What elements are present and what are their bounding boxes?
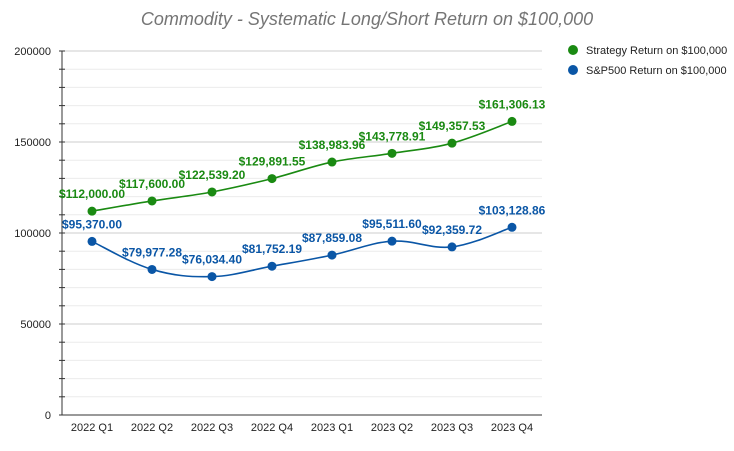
data-label: $95,511.60	[362, 217, 422, 231]
data-label: $138,983.96	[299, 138, 366, 152]
legend[interactable]: Strategy Return on $100,000 S&P500 Return…	[568, 45, 727, 77]
data-label: $161,306.13	[479, 97, 546, 111]
data-point	[387, 236, 397, 246]
legend-item[interactable]: S&P500 Return on $100,000	[568, 65, 727, 77]
data-point	[387, 148, 397, 158]
x-tick-label: 2023 Q1	[311, 422, 353, 434]
x-tick-label: 2023 Q4	[491, 422, 533, 434]
y-tick-label: 200000	[14, 46, 51, 58]
data-point	[147, 264, 157, 274]
data-label: $129,891.55	[239, 155, 306, 169]
data-point	[327, 157, 337, 167]
data-label: $117,600.00	[119, 177, 185, 191]
data-point	[267, 174, 277, 184]
data-label: $122,539.20	[179, 168, 246, 182]
data-labels: $112,000.00$117,600.00$122,539.20$129,89…	[59, 97, 546, 266]
data-label: $81,752.19	[242, 242, 302, 256]
x-tick-label: 2022 Q3	[191, 422, 233, 434]
y-tick-label: 0	[45, 410, 51, 422]
data-point	[447, 138, 457, 148]
y-tick-label: 100000	[14, 228, 51, 240]
y-tick-label: 50000	[20, 319, 51, 331]
chart-title: Commodity - Systematic Long/Short Return…	[140, 9, 594, 29]
data-label: $149,357.53	[419, 119, 486, 133]
data-label: $103,128.86	[479, 203, 546, 217]
legend-label: S&P500 Return on $100,000	[586, 65, 727, 77]
data-label: $112,000.00	[59, 187, 125, 201]
gridlines	[62, 50, 542, 398]
legend-marker	[568, 45, 578, 55]
x-tick-label: 2022 Q4	[251, 422, 293, 434]
data-point	[267, 261, 277, 271]
data-label: $95,370.00	[62, 217, 122, 231]
y-tick-label: 150000	[14, 137, 51, 149]
data-point	[87, 236, 97, 246]
data-point	[507, 116, 517, 126]
data-point	[327, 250, 337, 260]
x-tick-label: 2023 Q3	[431, 422, 473, 434]
data-label: $76,034.40	[182, 253, 242, 267]
x-tick-label: 2023 Q2	[371, 422, 413, 434]
data-point	[507, 222, 517, 232]
data-point	[207, 272, 217, 282]
data-point	[87, 206, 97, 216]
legend-marker	[568, 65, 578, 75]
axes: 0 50000 100000 150000 200000 2022 Q1 2022 Q2 20…	[14, 46, 542, 434]
data-point	[147, 196, 157, 206]
legend-item[interactable]: Strategy Return on $100,000	[568, 45, 727, 57]
x-tick-label: 2022 Q1	[71, 422, 113, 434]
data-label: $143,778.91	[359, 129, 426, 143]
data-label: $87,859.08	[302, 231, 362, 245]
data-label: $79,977.28	[122, 245, 182, 259]
data-label: $92,359.72	[422, 223, 482, 237]
series-layer	[87, 116, 517, 282]
data-point	[447, 242, 457, 252]
legend-label: Strategy Return on $100,000	[586, 45, 727, 57]
data-point	[207, 187, 217, 197]
series-line-strategy	[91, 120, 513, 212]
x-tick-label: 2022 Q2	[131, 422, 173, 434]
